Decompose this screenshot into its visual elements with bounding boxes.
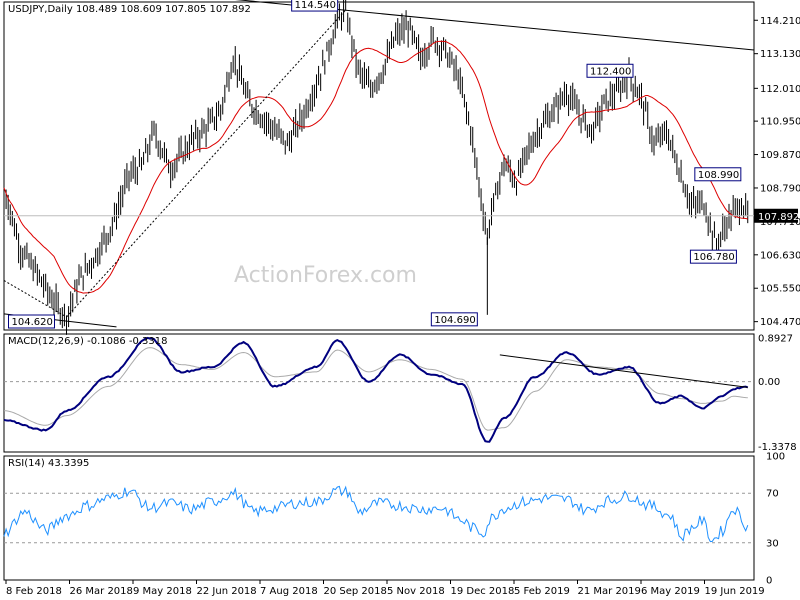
x-tick-label: 9 May 2018	[133, 586, 192, 597]
x-tick-label: 5 Nov 2018	[387, 586, 445, 597]
price-tick-label: 104.470	[760, 317, 800, 328]
annotation-label: 106.780	[693, 252, 734, 263]
rsi-tick-label: 70	[766, 489, 779, 500]
price-tick-label: 109.870	[760, 150, 800, 161]
x-tick-label: 21 Mar 2019	[578, 586, 641, 597]
price-tick-label: 106.630	[760, 250, 800, 261]
macd-tick-label: 0.8927	[758, 334, 793, 345]
rsi-tick-label: 100	[766, 452, 785, 463]
annotation-label: 114.540	[295, 0, 336, 11]
channel-line-rising	[66, 9, 347, 318]
annotation-box	[291, 0, 339, 12]
timeframe: Daily	[47, 4, 72, 15]
annotation-label: 108.990	[698, 170, 739, 181]
rsi-tick-label: 0	[766, 576, 772, 587]
macd-trendline	[499, 354, 748, 388]
moving-average-line	[3, 40, 748, 294]
price-tick-label: 105.550	[760, 284, 800, 295]
current-price-box	[754, 208, 798, 223]
macd-line	[3, 336, 749, 443]
price-tick-label: 114.210	[760, 16, 800, 27]
price-tick-label: 112.010	[760, 84, 800, 95]
x-tick-label: 19 Jun 2019	[705, 586, 765, 597]
rsi-tick-label: 30	[766, 538, 779, 549]
rsi-line	[3, 485, 749, 543]
rsi-title: RSI(14) 43.3395	[8, 458, 89, 469]
annotation-box	[586, 63, 634, 78]
macd-title: MACD(12,26,9) -0.1086 -0.3318	[8, 336, 168, 347]
annotation-box	[8, 314, 55, 329]
price-tick-label: 108.790	[760, 183, 800, 194]
x-tick-label: 20 Sep 2018	[324, 586, 387, 597]
annotation-box	[430, 312, 478, 327]
watermark: ActionForex.com	[234, 263, 417, 288]
macd-signal-line	[3, 347, 748, 431]
x-tick-label: 26 Mar 2018	[70, 586, 133, 597]
x-tick-label: 8 Feb 2018	[6, 586, 62, 597]
annotation-box	[694, 167, 742, 182]
x-tick-label: 22 Jun 2018	[197, 586, 257, 597]
rsi-panel-frame	[3, 455, 755, 581]
annotation-label: 104.690	[434, 315, 475, 326]
header-quote: 108.489 108.609 107.805 107.892	[76, 4, 251, 15]
symbol: USDJPY	[8, 4, 45, 15]
x-tick-label: 6 May 2019	[641, 586, 700, 597]
annotation-label: 112.400	[590, 66, 631, 77]
channel-line-left	[3, 280, 67, 318]
x-tick-label: 19 Dec 2018	[451, 586, 515, 597]
annotation-box	[689, 249, 737, 264]
x-tick-label: 5 Feb 2019	[514, 586, 570, 597]
price-tick-label: 113.130	[760, 49, 800, 60]
x-tick-label: 7 Aug 2018	[260, 586, 318, 597]
macd-tick-label: 0.00	[758, 377, 780, 388]
price-tick-label: 110.950	[760, 117, 800, 128]
macd-tick-label: -1.3378	[758, 442, 797, 453]
current-price-label: 107.892	[758, 212, 799, 223]
chart-title: USDJPY,Daily 108.489 108.609 107.805 107…	[8, 4, 251, 15]
annotation-label: 104.620	[12, 317, 53, 328]
macd-panel-frame	[3, 333, 755, 453]
